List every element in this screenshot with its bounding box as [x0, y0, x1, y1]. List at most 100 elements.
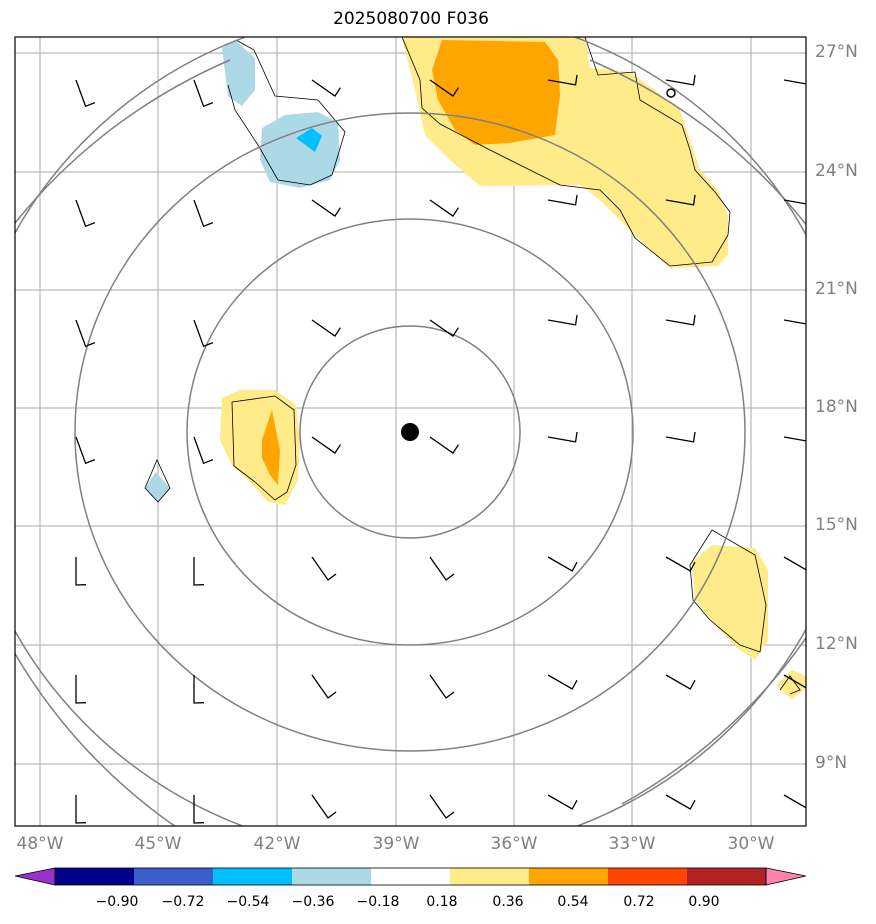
wind-barb: [547, 674, 578, 690]
positive-anomaly-contours: [220, 37, 806, 700]
colorbar-cell: [55, 868, 135, 885]
wind-barb: [547, 556, 578, 572]
wind-barb: [311, 79, 341, 97]
lat-label-9n: 9°N: [815, 753, 848, 773]
wind-barb: [665, 431, 696, 443]
colorbar-label: −0.72: [161, 894, 205, 910]
wind-barb: [783, 794, 806, 809]
contour-fill-neg0.18-center: [260, 112, 340, 188]
wind-barb: [311, 319, 341, 337]
wind-barb: [311, 556, 337, 581]
wind-barb: [75, 319, 96, 348]
wind-barb: [193, 675, 205, 704]
colorbar-cell: [213, 868, 293, 885]
lat-label-12n: 12°N: [815, 634, 858, 654]
wind-barb: [547, 194, 578, 206]
wind-barb: [75, 436, 96, 465]
wind-barb: [429, 436, 459, 454]
colorbar-label: 0.54: [557, 894, 589, 910]
colorbar-cell: [687, 868, 767, 885]
colorbar-label: −0.36: [291, 894, 335, 910]
wind-barb: [193, 795, 205, 824]
wind-barb: [783, 556, 806, 571]
wind-barb: [783, 436, 806, 442]
negative-anomaly-contours: [145, 40, 340, 502]
map-title: 2025080700 F036: [333, 9, 489, 29]
lat-label-15n: 15°N: [815, 515, 858, 535]
graticule: [15, 37, 806, 826]
wind-barb: [311, 794, 337, 819]
contour-fill-0.18-east: [692, 545, 768, 660]
wind-barb: [547, 74, 578, 86]
lon-label-30w: 30°W: [727, 834, 775, 854]
wind-barb: [193, 199, 214, 228]
lon-label-36w: 36°W: [490, 834, 538, 854]
lat-label-27n: 27°N: [815, 42, 858, 62]
contour-fill-neg0.18-north: [222, 40, 255, 106]
colorbar-label: −0.18: [356, 894, 400, 910]
contour-fill-0.36-north: [432, 40, 560, 145]
wind-barb: [783, 199, 806, 205]
wind-barb: [547, 314, 578, 326]
colorbar-extend-min: [14, 867, 56, 886]
wind-barb: [547, 794, 578, 810]
wind-barb: [665, 794, 696, 810]
lon-label-33w: 33°W: [608, 834, 656, 854]
wind-barbs: [75, 74, 806, 824]
wind-barb: [75, 557, 87, 586]
wind-barb: [429, 199, 459, 217]
lon-label-42w: 42°W: [253, 834, 301, 854]
colorbar-cell: [608, 868, 688, 885]
wind-barb: [75, 795, 87, 824]
wind-barb: [783, 79, 806, 85]
colorbar: [14, 867, 807, 886]
lat-label-24n: 24°N: [815, 161, 858, 181]
wind-barb: [311, 199, 341, 217]
wind-barb: [665, 194, 696, 206]
lat-label-18n: 18°N: [815, 397, 858, 417]
colorbar-label: 0.18: [426, 894, 458, 910]
colorbar-cell: [529, 868, 609, 885]
wind-barb: [429, 674, 455, 699]
colorbar-label: 0.36: [492, 894, 524, 910]
colorbar-cell: [450, 868, 530, 885]
wind-barb: [783, 319, 806, 325]
wind-barb: [665, 74, 696, 86]
colorbar-cell: [134, 868, 214, 885]
contour-fill-neg0.36-center: [296, 128, 322, 152]
wind-barb: [75, 675, 87, 704]
colorbar-cell: [371, 868, 451, 885]
lon-label-48w: 48°W: [16, 834, 64, 854]
wind-barb: [193, 557, 205, 586]
lon-label-45w: 45°W: [134, 834, 182, 854]
colorbar-extend-max: [765, 867, 807, 886]
contour-fill-neg0.18-west: [145, 472, 170, 502]
contour-fill-0.18-west: [220, 390, 300, 505]
lat-label-21n: 21°N: [815, 279, 858, 299]
wind-barb: [429, 319, 459, 337]
wind-barb: [783, 674, 806, 689]
wind-barb: [311, 436, 341, 454]
colorbar-frame: [54, 867, 767, 886]
colorbar-label: −0.90: [95, 894, 139, 910]
map-frame: [14, 36, 807, 827]
wind-barb: [75, 199, 96, 228]
wind-barb: [665, 314, 696, 326]
range-rings: [15, 37, 806, 826]
storm-center-marker: [401, 423, 419, 441]
lon-label-39w: 39°W: [372, 834, 420, 854]
open-circle-marker: [666, 88, 676, 98]
wind-barb: [665, 556, 696, 572]
colorbar-label: 0.72: [623, 894, 655, 910]
wind-barb: [429, 794, 455, 819]
wind-barb: [193, 79, 214, 108]
colorbar-label: −0.54: [226, 894, 270, 910]
wind-barb: [193, 319, 214, 348]
contour-fill-0.36-west: [262, 410, 280, 485]
wind-barb: [75, 79, 96, 108]
wind-barb: [193, 436, 214, 465]
wind-barb: [429, 556, 455, 581]
colorbar-cell: [292, 868, 372, 885]
wind-barb: [429, 79, 459, 97]
colorbar-label: 0.90: [688, 894, 720, 910]
